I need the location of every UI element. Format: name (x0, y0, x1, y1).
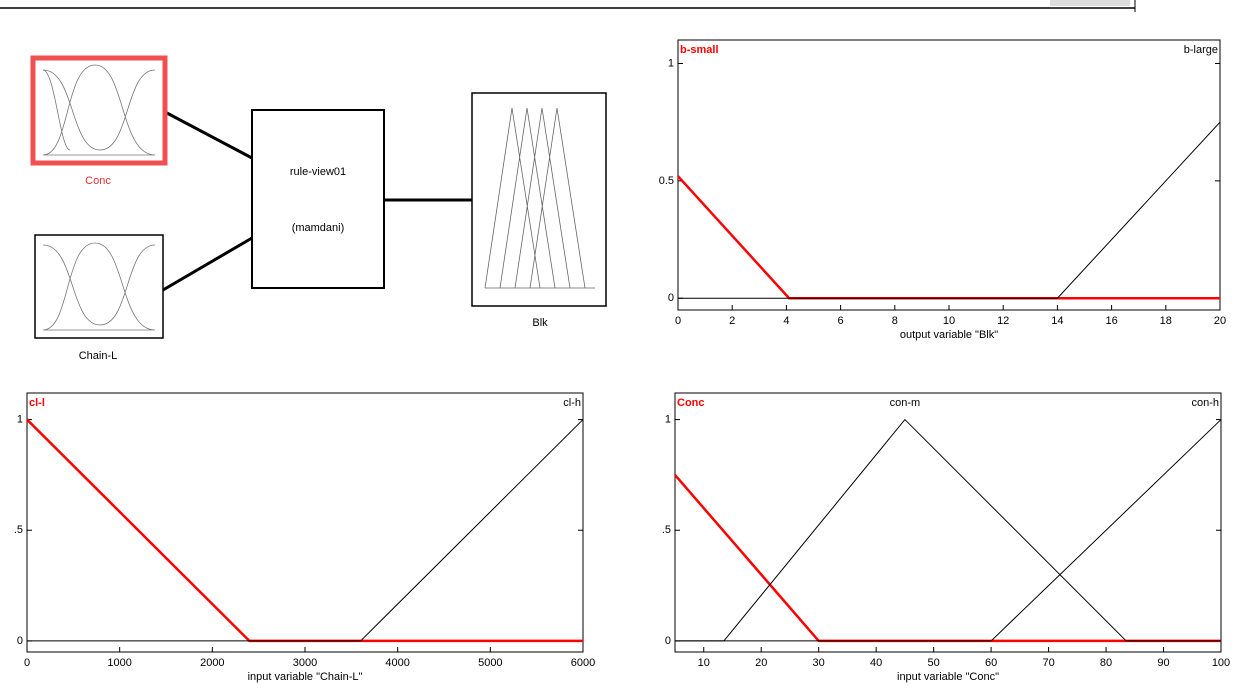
mf-line (675, 418, 1221, 642)
x-tick-label: 6 (838, 315, 844, 327)
y-tick-label: 0.5 (659, 175, 674, 187)
x-tick-label: 5000 (478, 657, 502, 669)
x-tick-label: 10 (943, 315, 955, 327)
x-tick-label: 30 (813, 657, 825, 669)
x-tick-label: 100 (1212, 657, 1230, 669)
mf-label: cl-h (563, 397, 581, 409)
output-label: Blk (532, 317, 548, 329)
mf-label: con-h (1191, 397, 1219, 409)
mf-icon (484, 107, 595, 289)
input-label: Conc (85, 175, 111, 187)
y-tick-label: 0 (665, 635, 671, 647)
y-tick-label: 1 (668, 57, 674, 69)
x-axis-label: input variable "Chain-L" (248, 671, 363, 683)
x-tick-label: 80 (1100, 657, 1112, 669)
x-tick-label: 50 (928, 657, 940, 669)
x-tick-label: 4 (783, 315, 789, 327)
connector (164, 110, 253, 160)
mf-icon (42, 64, 156, 156)
input-label: Chain-L (79, 350, 118, 362)
mf-line (26, 418, 583, 643)
plot-frame (26, 392, 584, 653)
mf-line (675, 419, 1222, 642)
mf-line (27, 419, 584, 642)
x-tick-label: 90 (1157, 657, 1169, 669)
y-tick-label: 0 (668, 292, 674, 304)
x-axis-label: output variable "Blk" (900, 329, 998, 341)
rule-label: rule-view01 (290, 166, 346, 178)
y-tick-label: 0 (17, 635, 23, 647)
x-tick-label: 2 (729, 315, 735, 327)
y-tick-label: 1 (665, 413, 671, 425)
plot-frame (674, 392, 1222, 653)
x-tick-label: 3000 (293, 657, 317, 669)
plot-frame (677, 39, 1221, 311)
mf-line (678, 121, 1221, 299)
y-tick-label: .5 (14, 524, 23, 536)
x-tick-label: 14 (1051, 315, 1063, 327)
x-tick-label: 20 (755, 657, 767, 669)
x-tick-label: 20 (1214, 315, 1226, 327)
x-tick-label: 0 (675, 315, 681, 327)
scrollbar (1050, 0, 1130, 6)
x-tick-label: 40 (870, 657, 882, 669)
y-tick-label: 1 (17, 413, 23, 425)
mf-plot: 10 20 30 40 50 60 70 80 90 100 0 .5 1 input variable … (662, 392, 1230, 683)
rule-box[interactable] (251, 109, 385, 289)
mf-label: con-m (890, 397, 921, 409)
top-strip (0, 0, 1136, 12)
x-tick-label: 10 (698, 657, 710, 669)
x-tick-label: 16 (1105, 315, 1117, 327)
mf-icon (42, 242, 156, 331)
x-tick-label: 18 (1160, 315, 1172, 327)
y-tick-label: .5 (662, 524, 671, 536)
connector (162, 236, 253, 292)
x-axis-label: input variable "Conc" (897, 671, 999, 683)
x-tick-label: 6000 (571, 657, 595, 669)
input-box[interactable] (34, 234, 164, 339)
x-tick-label: 4000 (385, 657, 409, 669)
mf-plot: 0 1000 2000 3000 4000 5000 6000 0 .5 1 input varia… (14, 392, 595, 683)
mf-line (674, 474, 1221, 643)
x-tick-label: 1000 (107, 657, 131, 669)
x-tick-label: 2000 (200, 657, 224, 669)
x-tick-label: 60 (985, 657, 997, 669)
mf-label: b-small (680, 44, 719, 56)
mf-label: b-large (1184, 44, 1218, 56)
mf-label: cl-l (29, 397, 45, 409)
x-tick-label: 8 (892, 315, 898, 327)
x-tick-label: 12 (997, 315, 1009, 327)
output-box[interactable] (471, 92, 607, 307)
x-tick-label: 70 (1042, 657, 1054, 669)
fis-diagram: Conc Chain-L rule-view01 (mamdani) Blk (30, 55, 607, 362)
x-tick-label: 0 (24, 657, 30, 669)
rule-type: (mamdani) (292, 222, 345, 234)
mf-plot: 0 2 4 6 8 10 12 14 16 18 20 0 0.5 1 output variable "B… (659, 39, 1226, 341)
mf-label: Conc (677, 397, 705, 409)
mf-line (677, 175, 1220, 300)
